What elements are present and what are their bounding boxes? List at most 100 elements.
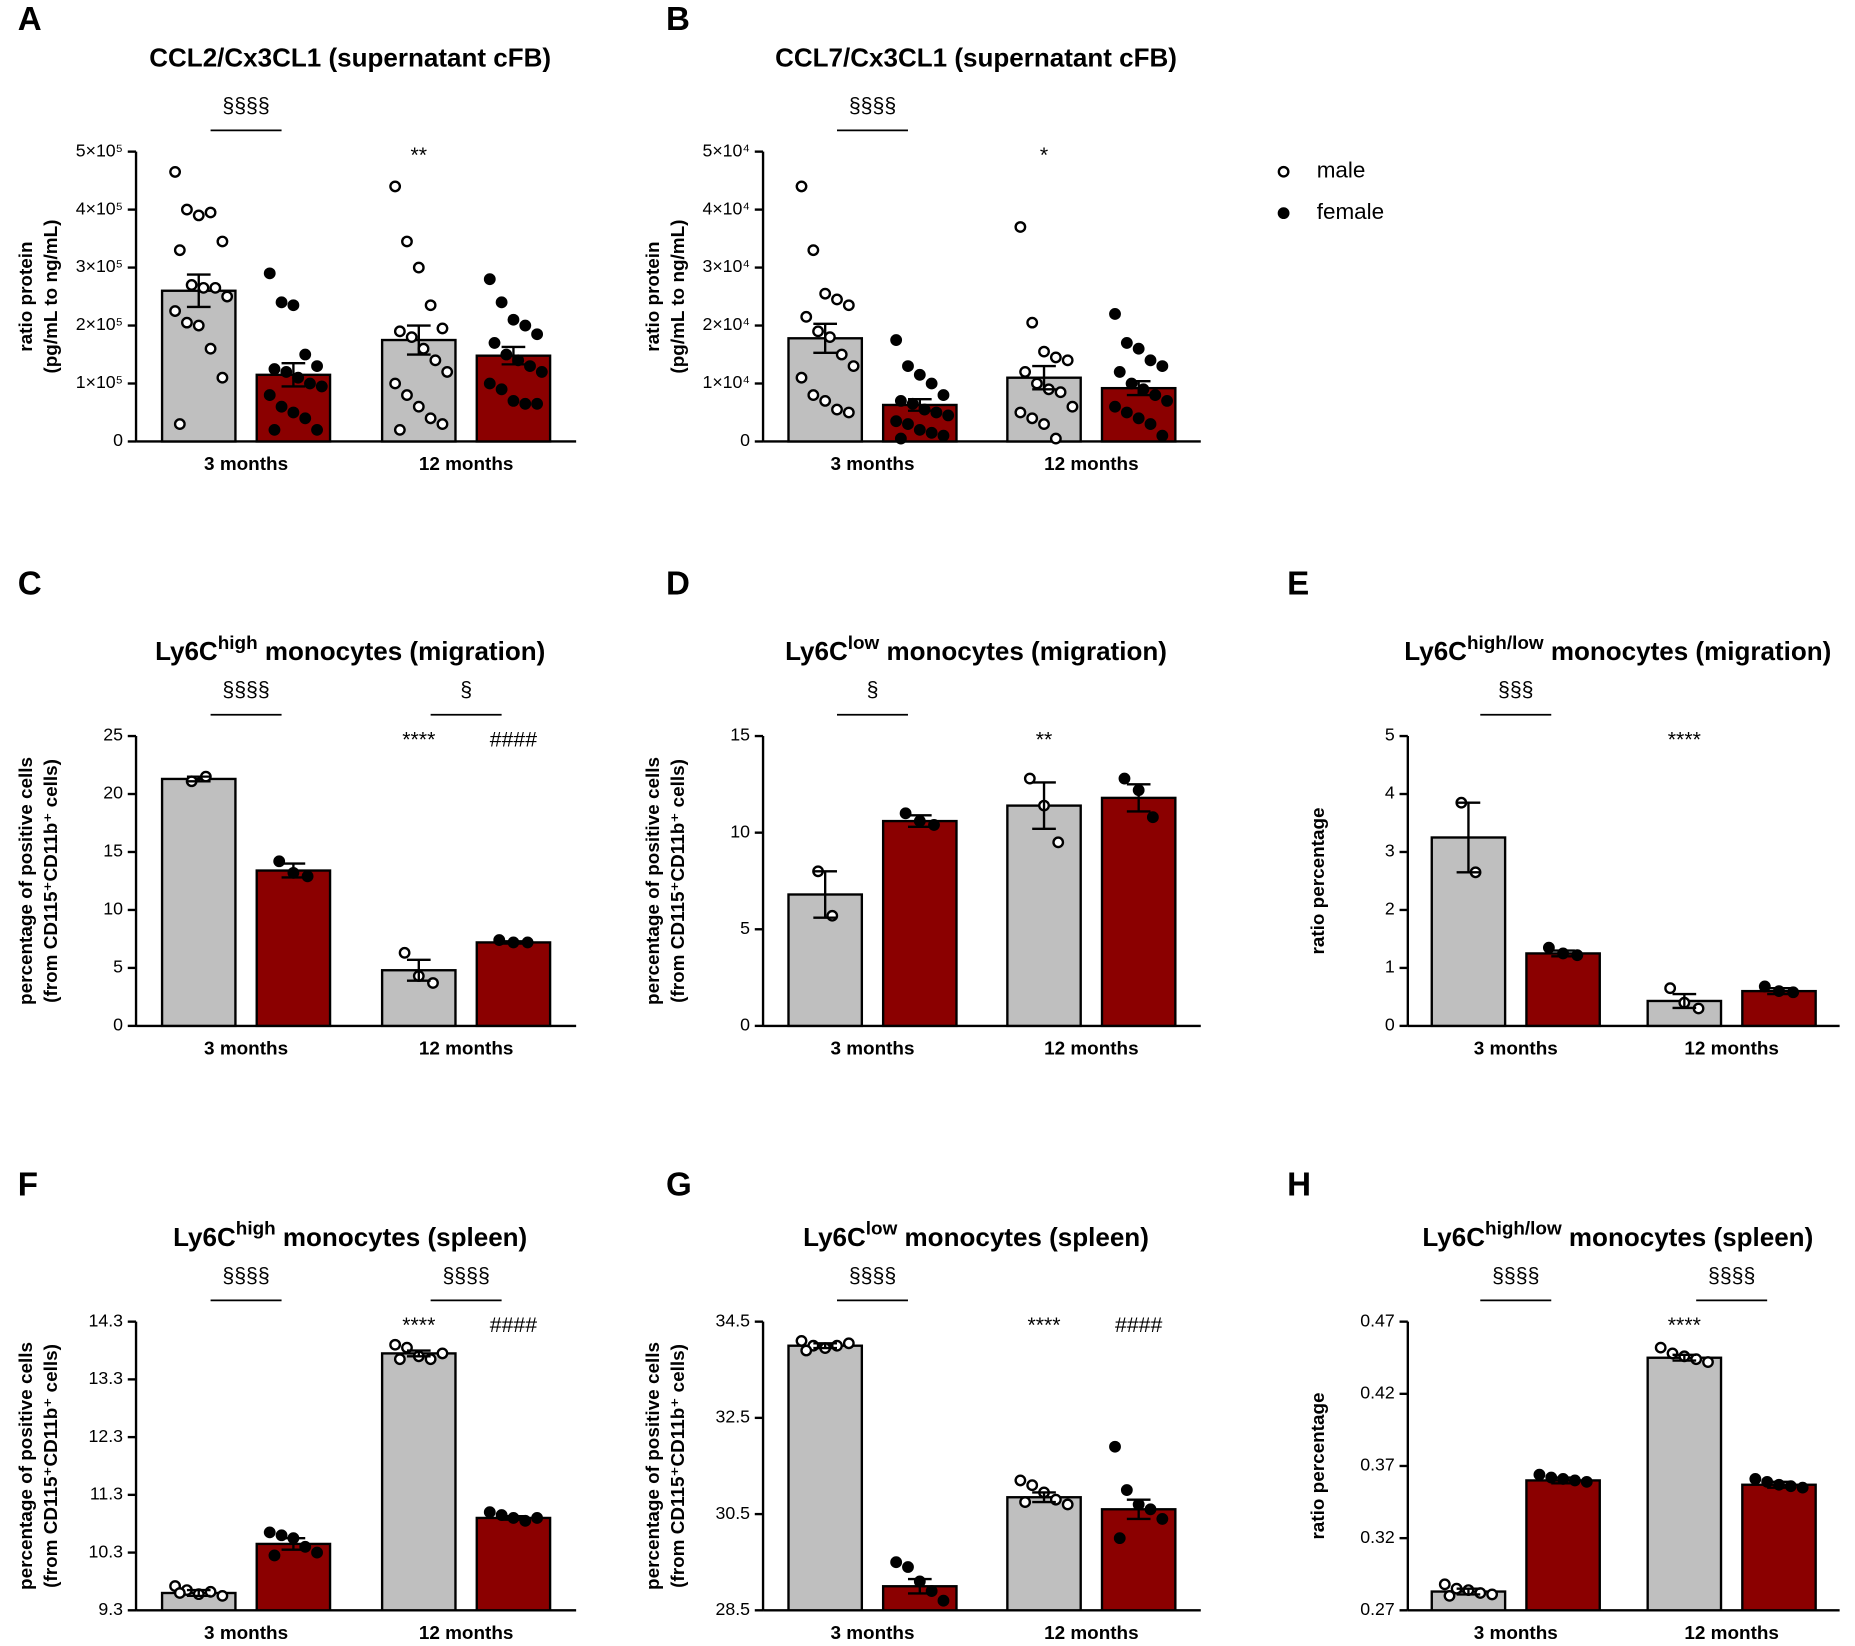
y-tick-label: 4 [1385, 783, 1395, 803]
panel: F Ly6Chigh monocytes (spleen) percentage o… [16, 1167, 577, 1644]
data-point [1014, 406, 1027, 419]
y-tick-label: 25 [103, 725, 123, 745]
y-axis-label: percentage of positive cells [643, 757, 664, 1005]
data-point [169, 305, 182, 317]
data-point [1019, 1496, 1032, 1508]
title-text: CCL2/Cx3CL1 (supernatant cFB) [149, 42, 551, 72]
panel-title: Ly6Chigh/low monocytes (migration) [1404, 633, 1831, 666]
panel-title: Ly6Chigh/low monocytes (spleen) [1422, 1218, 1813, 1251]
data-point [263, 389, 276, 402]
data-point [1026, 316, 1039, 329]
y-tick-label: 1×10⁴ [702, 372, 750, 392]
y-tick-label: 5 [740, 918, 750, 938]
data-point [902, 360, 914, 373]
data-point [192, 319, 205, 332]
y-tick-label: 1 [1385, 957, 1395, 977]
significance-label: §§§§ [849, 93, 896, 117]
data-point [925, 426, 938, 439]
bar [787, 1344, 864, 1612]
y-tick-label: 12.3 [89, 1426, 124, 1446]
significance-label: **** [1668, 1313, 1701, 1337]
panel: D Ly6Clow monocytes (migration) percentage… [643, 566, 1201, 1060]
bar [881, 819, 958, 1028]
data-point [268, 1549, 281, 1562]
legend-label: male [1317, 158, 1366, 183]
y-tick-label: 3×10⁴ [702, 256, 750, 276]
data-point [519, 319, 532, 332]
bar [1525, 1479, 1601, 1612]
data-point [275, 296, 288, 309]
data-point [807, 244, 820, 257]
significance-label: #### [1115, 1313, 1163, 1337]
data-point [1118, 772, 1131, 785]
data-point [441, 365, 454, 378]
significance-label: §§§§ [222, 93, 269, 117]
data-point [913, 423, 926, 436]
panel: B CCL7/Cx3CL1 (supernatant cFB) ratio prot… [643, 1, 1201, 475]
data-point [401, 389, 413, 402]
panel-title: Ly6Chigh monocytes (spleen) [173, 1218, 527, 1251]
data-point [389, 1338, 402, 1351]
data-point [812, 325, 824, 338]
data-point [1109, 400, 1121, 413]
data-point [393, 1353, 406, 1366]
data-point [500, 348, 513, 361]
panel-title: CCL2/Cx3CL1 (supernatant cFB) [149, 42, 551, 72]
y-tick-label: 2 [1385, 899, 1395, 919]
data-point [204, 206, 217, 219]
data-point [398, 946, 411, 959]
y-tick-label: 4×10⁴ [702, 198, 750, 218]
data-point [1061, 354, 1074, 367]
y-tick-label: 1×10⁵ [76, 372, 123, 392]
bar [1100, 796, 1177, 1028]
data-point [495, 296, 508, 309]
y-tick-label: 5×10⁴ [702, 140, 750, 160]
data-point [268, 363, 281, 375]
title-text: monocytes (migration) [879, 636, 1167, 666]
data-point [389, 180, 402, 193]
data-point [1109, 1440, 1121, 1453]
bar [1741, 1483, 1817, 1612]
y-tick-label: 10 [103, 899, 123, 919]
data-point [1026, 412, 1039, 425]
data-point [1031, 377, 1043, 390]
x-tick-label: 12 months [1044, 1623, 1139, 1644]
y-tick-label: 10 [730, 821, 750, 841]
data-point [899, 807, 912, 820]
y-tick-label: 11.3 [90, 1484, 123, 1504]
data-point [890, 415, 903, 428]
x-tick-label: 3 months [830, 1039, 914, 1060]
title-text: Ly6C [785, 636, 848, 666]
data-point [902, 418, 914, 430]
y-tick-label: 5 [1385, 725, 1395, 745]
data-point [842, 406, 855, 419]
y-tick-label: 0 [740, 430, 750, 450]
data-point [1132, 342, 1145, 355]
data-point [1026, 1479, 1039, 1492]
data-point [1580, 1475, 1593, 1488]
data-point [937, 1594, 950, 1607]
data-point [1144, 1503, 1157, 1516]
data-point [287, 406, 300, 419]
data-point [1149, 389, 1162, 402]
x-tick-label: 3 months [830, 454, 914, 475]
data-point [507, 313, 520, 326]
title-text: Ly6C [803, 1222, 866, 1252]
y-tick-label: 13.3 [89, 1368, 124, 1388]
panel: E Ly6Chigh/low monocytes (migration) ratio… [1287, 566, 1840, 1060]
y-tick-label: 0 [1385, 1015, 1395, 1035]
x-tick-label: 12 months [1044, 454, 1139, 475]
data-point [429, 354, 442, 367]
data-point [389, 377, 402, 390]
data-point [1486, 1588, 1499, 1601]
data-point [842, 299, 855, 312]
x-tick-label: 3 months [1474, 1623, 1558, 1644]
data-point [1066, 400, 1079, 413]
data-point [1664, 982, 1677, 995]
data-point [292, 371, 305, 384]
y-tick-label: 9.3 [98, 1599, 123, 1619]
title-text: monocytes (migration) [258, 636, 546, 666]
y-axis-label: ratio protein [643, 241, 664, 351]
data-point [906, 397, 919, 410]
data-point [216, 1589, 229, 1602]
